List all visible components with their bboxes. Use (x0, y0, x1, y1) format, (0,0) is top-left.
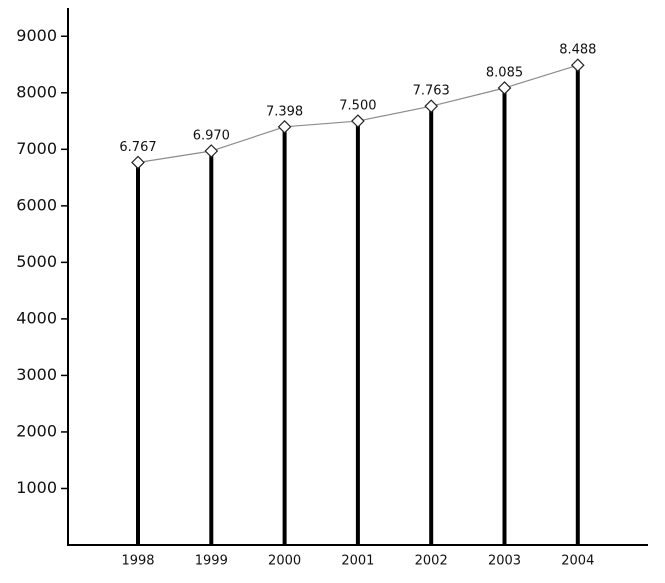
marker (570, 58, 585, 73)
data-label: 6.970 (193, 129, 230, 144)
marker (131, 155, 145, 170)
x-tick-label: 2001 (341, 554, 374, 569)
x-tick-label: 2000 (268, 554, 301, 569)
x-tick-label: 2003 (488, 554, 521, 569)
x-tick-label: 2002 (415, 554, 448, 569)
y-tick-label: 7000 (16, 139, 57, 158)
data-label: 8.085 (486, 65, 523, 80)
marker (497, 81, 512, 95)
y-tick-label: 4000 (16, 308, 57, 327)
y-tick-label: 5000 (16, 252, 57, 271)
data-label: 8.488 (559, 43, 596, 58)
y-tick-label: 3000 (16, 365, 57, 384)
data-label: 6.767 (119, 140, 156, 155)
y-tick-label: 8000 (16, 82, 57, 101)
marker (424, 99, 439, 114)
data-label: 7.398 (266, 104, 303, 119)
y-tick-label: 9000 (16, 26, 57, 45)
x-tick-label: 1998 (121, 554, 154, 569)
x-tick-label: 2004 (561, 554, 594, 569)
marker (204, 144, 219, 158)
marker (351, 114, 365, 128)
data-label: 7.763 (413, 84, 450, 99)
x-tick-label: 1999 (195, 554, 228, 569)
y-tick-label: 2000 (16, 421, 57, 440)
data-label: 7.500 (339, 99, 376, 114)
y-tick-label: 1000 (16, 478, 57, 497)
y-tick-label: 6000 (16, 195, 57, 214)
marker (277, 119, 292, 134)
